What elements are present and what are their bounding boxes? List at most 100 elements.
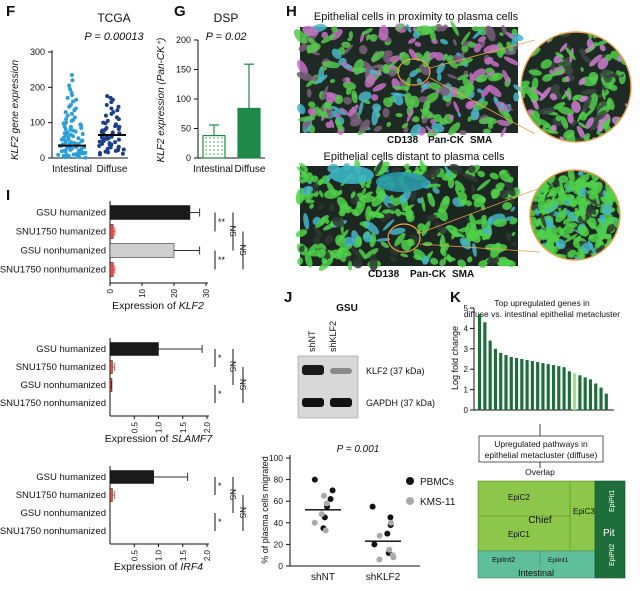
- h-tissue-blob: [529, 131, 540, 140]
- h-tissue-blob: [421, 220, 431, 237]
- h-tissue-blob: [490, 61, 500, 67]
- i-xtick-label: 2.0: [203, 549, 212, 561]
- h-tissue-blob: [521, 80, 530, 89]
- h-tissue-blob: [337, 189, 343, 196]
- g-bar: [202, 134, 226, 159]
- h-tissue-blob: [600, 68, 607, 80]
- h-tissue-blob: [382, 63, 390, 74]
- h-tissue-blob: [371, 192, 386, 207]
- h-tissue-blob: [409, 69, 418, 78]
- h-tissue-blob: [551, 124, 557, 132]
- panel-j: GSU shNT shKLF2 KLF2 (37 kDa) GAPDH (37 …: [260, 303, 456, 583]
- h-tissue-blob: [358, 91, 372, 102]
- j-legend-pbmcs: PBMCs: [420, 477, 454, 488]
- h-tissue-blob: [471, 193, 486, 203]
- f-point: [109, 106, 114, 111]
- f-group-intestinal: Intestinal: [52, 164, 92, 175]
- h-tissue-blob: [372, 103, 382, 113]
- j-point: [369, 503, 376, 510]
- h-tissue-blob: [534, 208, 540, 216]
- h-tissue-blob: [306, 88, 312, 98]
- h-tissue-blob: [493, 218, 507, 227]
- h-tissue-blob: [461, 44, 469, 53]
- k-bar: [578, 375, 582, 410]
- k-cell-chief: Chief: [528, 515, 552, 526]
- k-bar: [541, 363, 545, 410]
- f-point: [116, 104, 121, 109]
- h-tissue-blob: [506, 232, 512, 242]
- h-legend2-sma: SMA: [452, 269, 474, 280]
- h-tissue-blob: [422, 51, 431, 68]
- k-ytick-label: 4: [464, 324, 469, 333]
- h-tissue-blob: [309, 203, 315, 209]
- h-tissue-blob: [545, 227, 554, 236]
- h-tissue-blob: [490, 188, 501, 198]
- panel-h: Epithelial cells in proximity to plasma …: [293, 11, 632, 280]
- h-tissue-blob: [307, 37, 319, 48]
- h-tissue-blob: [412, 31, 421, 39]
- h-tissue-blob: [581, 242, 593, 253]
- h-tissue-blob: [314, 74, 328, 85]
- h-tissue-blob: [600, 134, 611, 142]
- h-tissue-blob: [329, 119, 335, 129]
- h-tissue-blob: [511, 28, 518, 35]
- h-tissue-blob: [459, 85, 467, 92]
- h-tissue-blob: [590, 123, 601, 131]
- h-tissue-blob: [478, 116, 494, 125]
- g-ytick-label: 0: [186, 153, 191, 163]
- h-tissue-blob: [558, 193, 573, 202]
- i-xtick-label: 10: [138, 288, 147, 297]
- h-tissue-blob: [297, 59, 309, 76]
- h-tissue-blob: [474, 219, 489, 225]
- g-ytick-label: 100: [176, 94, 191, 104]
- h-tissue-blob: [402, 204, 415, 211]
- j-ytick-label: 20: [274, 539, 284, 549]
- h-tissue-blob: [356, 200, 362, 209]
- h-tissue-blob: [451, 227, 457, 240]
- j-point: [322, 527, 329, 534]
- panel-label-i: I: [6, 187, 10, 204]
- k-cell-epiint1: EpiInt1: [548, 557, 569, 564]
- i-category-label: GSU nonhumanized: [20, 508, 106, 519]
- h-tissue-blob: [425, 125, 435, 136]
- f-point: [65, 113, 70, 118]
- h-tissue-blob: [401, 239, 412, 252]
- h-tissue-blob: [389, 227, 406, 235]
- k-ytick-label: 0: [464, 406, 469, 415]
- h-tissue-blob: [460, 31, 471, 45]
- h-tissue-blob: [434, 52, 445, 61]
- f-point: [115, 108, 120, 113]
- j-band-klf2-shnt: [302, 365, 324, 375]
- j-point: [318, 511, 325, 518]
- h-legend-cd138: CD138: [387, 135, 419, 146]
- h-tissue-blob: [533, 89, 545, 97]
- h-tissue-blob: [364, 248, 379, 259]
- h-tissue-blob: [457, 51, 465, 65]
- h-tissue-blob: [521, 126, 532, 140]
- h-tissue-blob: [581, 200, 592, 206]
- f-point: [72, 108, 77, 113]
- h-tissue-blob: [558, 175, 569, 184]
- h-tissue-blob: [530, 170, 538, 183]
- h-tissue-blob: [477, 179, 491, 191]
- h-tissue-blob: [482, 227, 492, 235]
- g-pvalue: P = 0.02: [206, 31, 247, 43]
- f-point: [69, 118, 74, 123]
- h-tissue-blob: [544, 255, 555, 260]
- h-tissue-blob: [439, 38, 449, 45]
- h-tissue-blob: [542, 136, 551, 142]
- i-xtick-label: 20: [170, 288, 179, 297]
- h-tissue-blob: [424, 25, 438, 34]
- h-tissue-blob: [495, 182, 505, 190]
- h-tissue-blob: [499, 103, 504, 110]
- h-tissue-blob: [572, 240, 580, 249]
- i-xlabel: Expression of SLAMF7: [105, 433, 214, 445]
- h-tissue-blob: [531, 255, 541, 260]
- h-tissue-blob: [301, 185, 313, 196]
- h-tissue-blob: [315, 214, 329, 228]
- h-tissue-blob: [605, 190, 614, 205]
- f-point: [113, 148, 118, 153]
- h-tissue-blob: [298, 43, 308, 52]
- g-ytick-label: 200: [176, 35, 191, 45]
- i-xtick-label: 0.5: [130, 549, 139, 561]
